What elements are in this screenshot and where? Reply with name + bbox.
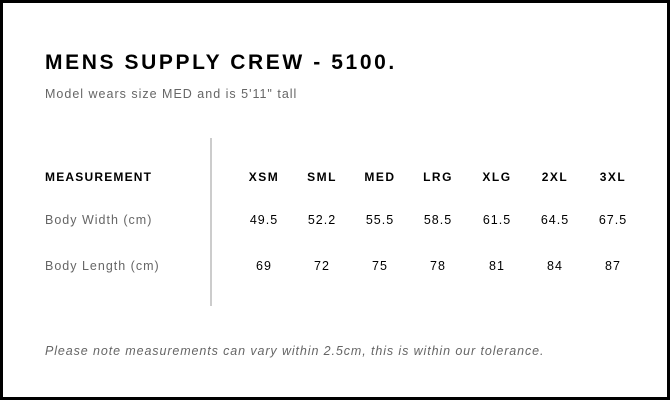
- size-header: XLG: [482, 170, 512, 184]
- table-cell: 64.5: [540, 213, 570, 227]
- table-cell: 69: [256, 259, 272, 273]
- size-header: MED: [364, 170, 396, 184]
- table-cell: 72: [314, 259, 330, 273]
- column-divider: [210, 138, 212, 306]
- table-cell: 84: [547, 259, 563, 273]
- size-header: SML: [307, 170, 337, 184]
- size-header: XSM: [248, 170, 280, 184]
- table-cell: 55.5: [365, 213, 395, 227]
- size-header: 2XL: [541, 170, 569, 184]
- table-cell: 75: [372, 259, 388, 273]
- table-cell: 52.2: [307, 213, 337, 227]
- row-label: Body Length (cm): [45, 259, 160, 273]
- table-cell: 58.5: [423, 213, 453, 227]
- row-label: Body Width (cm): [45, 213, 153, 227]
- model-info: Model wears size MED and is 5'11" tall: [45, 87, 298, 101]
- table-cell: 87: [605, 259, 621, 273]
- size-header: LRG: [423, 170, 453, 184]
- tolerance-note: Please note measurements can vary within…: [45, 344, 545, 358]
- table-cell: 67.5: [598, 213, 628, 227]
- table-cell: 81: [489, 259, 505, 273]
- table-cell: 49.5: [249, 213, 279, 227]
- table-cell: 78: [430, 259, 446, 273]
- table-cell: 61.5: [482, 213, 512, 227]
- header-measurement: MEASUREMENT: [45, 170, 153, 184]
- page-title: MENS SUPPLY CREW - 5100.: [45, 51, 397, 74]
- size-header: 3XL: [599, 170, 627, 184]
